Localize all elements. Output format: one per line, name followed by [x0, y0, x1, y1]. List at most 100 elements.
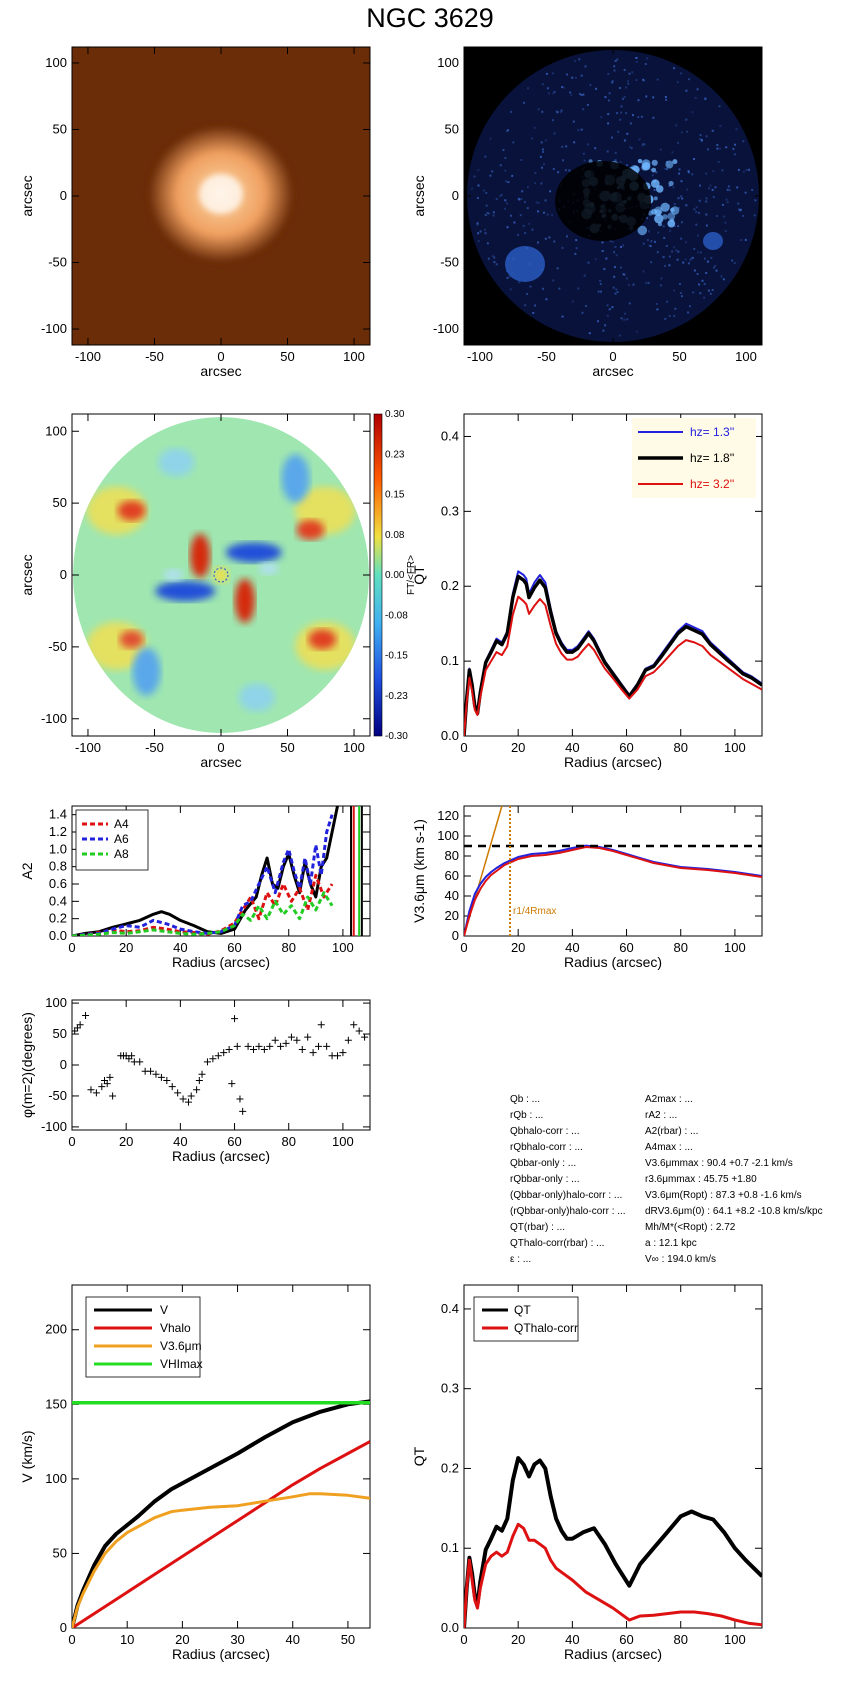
p2-xtick-label: 50	[672, 349, 686, 364]
p5-axes: 0 20 40 60 80 100 0.0 0.2 0.4 0.6 0.8 1.0 1.2 1.4 Radi…	[19, 805, 371, 970]
p10-ytick-label: 0.2	[441, 1460, 459, 1475]
speckle	[486, 242, 489, 245]
speckle	[517, 197, 520, 200]
speckle	[587, 143, 589, 146]
p10-legend-label: QT	[514, 1303, 531, 1317]
p4-axes: 0 20 40 60 80 100 0.0 0.1 0.2 0.3 0.4 Radius (arcse…	[411, 413, 763, 770]
phase-point	[298, 1046, 306, 1054]
p9-ytick-label: 0	[60, 1620, 67, 1635]
param-right-9: a : 12.1 kpc	[645, 1238, 697, 1249]
speckle	[546, 213, 549, 216]
speckle	[609, 308, 612, 311]
p6-axes: 0 20 40 60 80 100 0 20 40 60 80 100 120 Radius (arcse…	[411, 805, 763, 970]
speckle	[631, 71, 634, 74]
speckle	[680, 131, 683, 134]
speckle	[543, 211, 545, 214]
speckle	[642, 143, 645, 146]
speckle	[625, 86, 628, 89]
phase-point	[76, 1021, 84, 1029]
speckle	[526, 293, 529, 295]
force-map-lobe	[86, 486, 147, 535]
speckle	[666, 300, 668, 303]
speckle	[687, 171, 690, 174]
speckle	[678, 282, 681, 285]
param-right-7: dRV3.6μm(0) : 64.1 +8.2 -10.8 km/s/kpc	[645, 1206, 823, 1217]
speckle	[710, 256, 713, 259]
speckle	[604, 324, 607, 327]
speckle	[695, 211, 698, 213]
speckle	[533, 126, 536, 129]
p6-frame	[463, 805, 763, 937]
speckle	[737, 202, 740, 205]
residual-blob	[654, 214, 664, 224]
speckle	[735, 128, 738, 131]
p5-series-1	[72, 873, 334, 936]
speckle	[628, 72, 631, 75]
speckle	[551, 214, 554, 217]
p4-plot-area	[464, 570, 762, 736]
speckle	[716, 147, 719, 150]
speckle	[595, 87, 598, 90]
p9-ytick-label: 150	[45, 1396, 67, 1411]
speckle	[722, 278, 725, 281]
speckle	[703, 296, 706, 299]
speckle	[613, 69, 616, 72]
speckle	[687, 311, 689, 314]
speckle	[691, 173, 694, 176]
speckle	[505, 180, 508, 183]
p2-ytick-label: 0	[452, 188, 459, 203]
speckle	[585, 305, 588, 307]
speckle	[643, 143, 646, 146]
p3-ytick-label: -50	[48, 639, 67, 654]
p9-xtick-label: 0	[68, 1632, 75, 1647]
speckle	[698, 199, 701, 202]
parameter-table: Qb : ... rQb : ... Qbhalo-corr : ... rQb…	[510, 1094, 823, 1265]
speckle	[677, 141, 680, 144]
p10-ytick-label: 0.0	[441, 1620, 459, 1635]
p5-ytick-label: 0.2	[49, 911, 67, 926]
speckle	[668, 264, 671, 267]
p6-xlabel: Radius (arcsec)	[564, 954, 662, 970]
p7-plot-area	[72, 1011, 369, 1115]
phase-point	[87, 1086, 95, 1094]
speckle	[623, 318, 626, 321]
speckle	[561, 86, 564, 89]
speckle	[486, 212, 489, 214]
speckle	[620, 111, 623, 114]
speckle	[627, 80, 629, 83]
param-left-7: (rQbbar-only)halo-corr : ...	[510, 1206, 626, 1217]
speckle	[614, 245, 617, 248]
p5-xtick-label: 100	[332, 940, 354, 955]
speckle	[477, 184, 480, 187]
speckle	[471, 187, 474, 190]
p1-ytick-label: 50	[53, 121, 67, 136]
phase-point	[106, 1073, 114, 1081]
colorbar-label: FT/<FR>	[406, 555, 417, 595]
speckle	[727, 185, 730, 188]
speckle	[489, 174, 492, 177]
speckle	[665, 98, 668, 101]
speckle	[671, 151, 674, 154]
speckle	[583, 274, 586, 277]
speckle	[635, 330, 638, 333]
p6-ytick-label: 60	[445, 868, 459, 883]
p9-legend-label: Vhalo	[160, 1321, 191, 1335]
p10-xtick-label: 60	[619, 1632, 633, 1647]
force-map-lobe	[234, 578, 255, 623]
colorbar	[373, 413, 383, 737]
speckle	[502, 149, 505, 152]
p9-ytick-label: 50	[53, 1545, 67, 1560]
p7-ytick-label: -100	[41, 1119, 67, 1134]
p4-xtick-label: 20	[511, 740, 525, 755]
phase-point	[344, 1036, 352, 1044]
p4-ytick-label: 0.4	[441, 428, 459, 443]
phase-point	[266, 1042, 274, 1050]
p5-xlabel: Radius (arcsec)	[172, 954, 270, 970]
phase-point	[157, 1073, 165, 1081]
speckle	[615, 254, 618, 257]
phase-point	[282, 1039, 290, 1047]
speckle	[656, 78, 659, 81]
speckle	[650, 239, 653, 242]
speckle	[526, 186, 529, 189]
p6-xtick-label: 60	[619, 940, 633, 955]
